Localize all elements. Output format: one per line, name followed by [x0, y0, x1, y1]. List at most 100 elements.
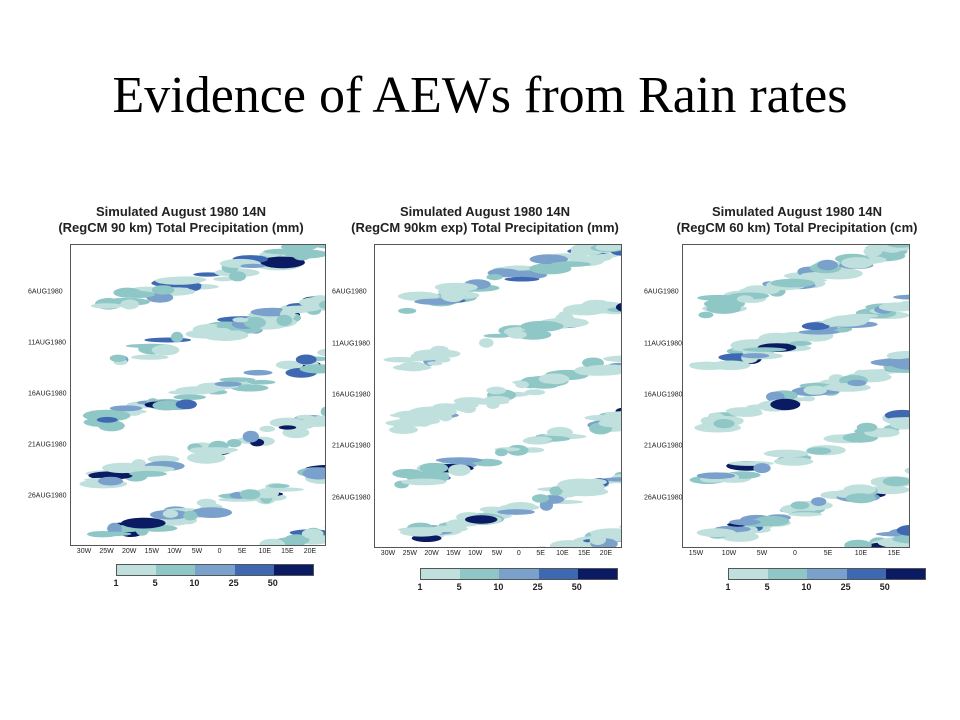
- rain-rate-hovmoller: [689, 245, 909, 547]
- rain-cell: [845, 313, 879, 318]
- colorbar-label: 50: [879, 582, 890, 592]
- x-tick-label: 15E: [577, 550, 591, 557]
- rain-cell: [292, 249, 312, 261]
- rain-cell: [526, 436, 548, 441]
- rain-cell: [191, 507, 233, 518]
- rain-cell: [479, 338, 494, 348]
- rain-cell: [741, 353, 770, 359]
- colorbar-swatch: [577, 569, 618, 579]
- rain-cell: [214, 381, 242, 387]
- rain-cell: [247, 379, 276, 385]
- rain-cell: [301, 528, 324, 539]
- rain-cell: [586, 364, 618, 371]
- rain-cell: [412, 420, 440, 425]
- rain-cell: [383, 356, 418, 363]
- rain-cell: [430, 525, 468, 533]
- rain-cell: [448, 464, 471, 476]
- plot-area: [374, 244, 622, 548]
- y-tick-label: 16AUG1980: [332, 391, 371, 399]
- rain-cell: [96, 416, 118, 423]
- rain-cell: [507, 330, 527, 339]
- colorbar-swatch: [807, 569, 847, 579]
- rain-cell: [886, 351, 909, 361]
- y-tick-label: 6AUG1980: [332, 288, 367, 296]
- colorbar-swatch: [195, 565, 235, 575]
- rain-cell: [90, 303, 123, 309]
- rain-cell: [890, 358, 909, 370]
- rain-cell: [841, 257, 874, 269]
- x-tick-label: 20W: [424, 550, 439, 557]
- x-tick-label: 5E: [536, 550, 545, 557]
- colorbar-swatch: [234, 565, 274, 575]
- rain-cell: [168, 390, 205, 395]
- rain-cell: [696, 472, 736, 479]
- plot-area: [682, 244, 910, 548]
- x-tick-label: 0: [217, 548, 222, 555]
- rain-cell: [231, 384, 269, 392]
- colorbar: [728, 568, 926, 580]
- x-tick-label: 10E: [258, 548, 272, 555]
- slide-title-text: Evidence of AEWs from Rain rates: [112, 67, 848, 124]
- x-tick-label: 15W: [144, 548, 159, 555]
- chart-title-line2: (RegCM 90km exp) Total Precipitation (mm…: [351, 220, 619, 235]
- colorbar-label: 5: [764, 582, 770, 592]
- rain-cell: [790, 501, 810, 510]
- y-tick-label: 11AUG1980: [644, 340, 683, 348]
- rain-cell: [295, 422, 315, 429]
- rain-cell: [155, 276, 203, 285]
- chart-title-line1: Simulated August 1980 14N: [399, 204, 570, 219]
- colorbar-swatch: [885, 569, 926, 579]
- rain-cell: [603, 355, 621, 363]
- rain-cell: [98, 420, 125, 432]
- rain-cell: [537, 546, 547, 547]
- rain-cell: [401, 478, 447, 486]
- rain-cell: [107, 522, 122, 535]
- rain-cell: [495, 448, 508, 457]
- rain-cell: [430, 345, 449, 354]
- rain-cell: [427, 361, 443, 366]
- rain-cell: [144, 337, 192, 343]
- colorbar-label: 50: [571, 582, 582, 592]
- rain-cell: [297, 245, 311, 251]
- rain-cell: [419, 462, 449, 474]
- colorbar-label: 1: [113, 578, 119, 588]
- colorbar-swatch: [846, 569, 886, 579]
- rain-cell: [613, 474, 621, 478]
- y-tick-label: 11AUG1980: [332, 340, 371, 348]
- rain-cell: [892, 534, 909, 544]
- rain-cell: [320, 406, 325, 417]
- rain-cell: [706, 303, 742, 314]
- rain-cell: [259, 425, 275, 432]
- x-tick-label: 10W: [167, 548, 182, 555]
- rain-cell: [120, 299, 139, 310]
- rain-cell: [438, 413, 453, 422]
- rain-cell: [867, 485, 909, 495]
- x-tick-label: 15E: [281, 548, 294, 555]
- chart-panel-90km-exp: Simulated August 1980 14N (RegCM 90km ex…: [332, 202, 630, 602]
- rain-cell: [882, 476, 909, 487]
- rain-cell: [240, 489, 261, 500]
- colorbar-swatch: [156, 565, 196, 575]
- x-tick-label: 5W: [191, 548, 203, 555]
- rain-cell: [570, 246, 586, 259]
- rain-cell: [615, 302, 621, 312]
- colorbar-label: 10: [801, 582, 812, 592]
- rain-cell: [113, 287, 142, 298]
- rain-cell: [483, 333, 512, 338]
- rain-cell: [589, 534, 606, 545]
- rain-cell: [847, 379, 867, 387]
- rain-cell: [240, 263, 266, 268]
- chart-title-line1: Simulated August 1980 14N: [711, 204, 882, 219]
- rain-cell: [98, 476, 123, 486]
- rain-cell: [770, 398, 801, 411]
- x-tick-label: 5W: [491, 550, 503, 557]
- rain-cell: [147, 455, 180, 463]
- rain-cell: [736, 295, 754, 303]
- y-tick-label: 6AUG1980: [644, 288, 679, 296]
- rain-cell: [299, 364, 325, 374]
- colorbar-swatch: [117, 565, 157, 575]
- rain-cell: [243, 369, 273, 376]
- y-tick-label: 21AUG1980: [28, 441, 67, 449]
- rain-cell: [529, 383, 558, 389]
- rain-cell: [173, 394, 206, 400]
